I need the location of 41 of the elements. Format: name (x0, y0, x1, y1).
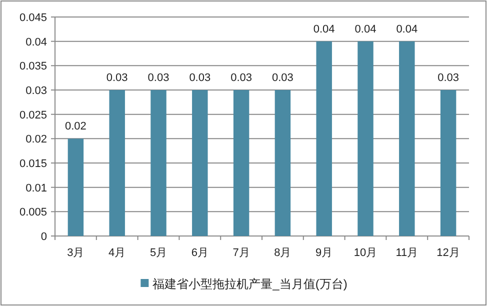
y-tick-label: 0.015 (19, 158, 47, 170)
x-tick-label: 11月 (396, 247, 418, 259)
x-tick-label: 10月 (354, 247, 378, 259)
x-tick-label: 5月 (150, 247, 168, 259)
y-tick-label: 0.045 (19, 12, 47, 24)
data-label: 0.04 (354, 23, 376, 36)
y-tick-label: 0.005 (19, 206, 47, 219)
bar (316, 41, 332, 236)
x-tick-label: 3月 (67, 247, 84, 259)
x-tick-label: 7月 (232, 247, 250, 259)
bar (68, 138, 84, 236)
data-label: 0.03 (189, 72, 211, 84)
y-tick-label: 0.01 (26, 182, 47, 194)
bar (233, 90, 250, 236)
data-label: 0.04 (313, 23, 335, 36)
data-label: 0.03 (106, 72, 128, 84)
bar (399, 41, 415, 236)
legend-label: 福建省小型拖拉机产量_当月值(万台) (152, 277, 348, 291)
x-tick-label: 12月 (436, 247, 460, 259)
data-label: 0.03 (148, 72, 170, 84)
bar (440, 90, 456, 236)
x-tick-label: 9月 (316, 247, 333, 259)
bar (358, 41, 374, 236)
y-tick-label: 0.02 (26, 134, 47, 146)
y-tick-label: 0.03 (26, 85, 47, 97)
y-tick-label: 0.04 (26, 36, 47, 48)
bar (192, 90, 208, 236)
bar (274, 90, 291, 236)
y-tick-label: 0.025 (19, 109, 47, 122)
y-tick-label: 0.035 (19, 60, 47, 73)
x-tick-label: 6月 (191, 247, 208, 259)
x-tick-label: 4月 (108, 247, 126, 259)
data-label: 0.04 (396, 23, 418, 36)
bar (150, 90, 166, 236)
data-label: 0.03 (438, 72, 460, 84)
x-tick-label: 8月 (274, 247, 292, 259)
data-label: 0.02 (64, 120, 86, 133)
y-tick-label: 0 (40, 231, 47, 243)
data-label: 0.03 (230, 72, 252, 84)
bar (109, 90, 125, 236)
data-label: 0.03 (272, 72, 294, 84)
